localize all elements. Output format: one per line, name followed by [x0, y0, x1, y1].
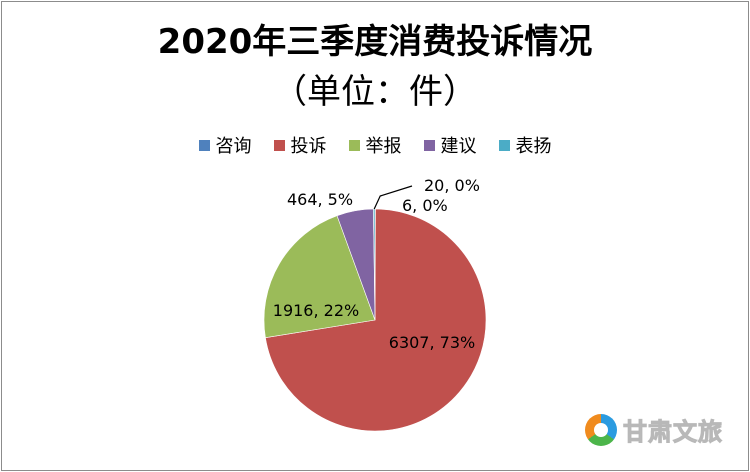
pie-slice-report: [263, 215, 376, 339]
pie-slice-praise: [373, 208, 376, 321]
chart-subtitle: （单位：件）: [273, 72, 477, 112]
leader-line-praise: [373, 185, 413, 210]
legend-swatch: [348, 139, 360, 151]
legend-item-report: 举报: [348, 132, 402, 158]
data-label-praise: 20, 0%: [424, 176, 480, 195]
data-label-report: 1916, 22%: [273, 301, 359, 320]
data-label-consult: 6, 0%: [402, 196, 448, 215]
legend-label: 表扬: [515, 136, 552, 157]
data-label-suggestion: 464, 5%: [287, 190, 353, 209]
watermark: 甘肃文旅: [585, 412, 723, 447]
watermark-text: 甘肃文旅: [623, 418, 723, 447]
legend-swatch: [498, 139, 510, 151]
legend-label: 咨询: [215, 136, 252, 157]
watermark-logo-icon: [585, 413, 617, 446]
chart-legend: 咨询 投诉 举报 建议 表扬: [0, 132, 750, 158]
legend-label: 投诉: [290, 136, 327, 157]
legend-swatch: [273, 139, 285, 151]
legend-item-complaint: 投诉: [273, 132, 327, 158]
legend-label: 举报: [365, 136, 402, 157]
legend-swatch: [198, 139, 210, 151]
legend-item-praise: 表扬: [498, 132, 552, 158]
pie-slice-complaint: [265, 208, 487, 432]
legend-label: 建议: [440, 136, 477, 157]
data-label-complaint: 6307, 73%: [389, 333, 475, 352]
chart-title: 2020年三季度消费投诉情况: [157, 22, 593, 62]
legend-swatch: [423, 139, 435, 151]
legend-item-suggestion: 建议: [423, 132, 477, 158]
legend-item-consult: 咨询: [198, 132, 252, 158]
